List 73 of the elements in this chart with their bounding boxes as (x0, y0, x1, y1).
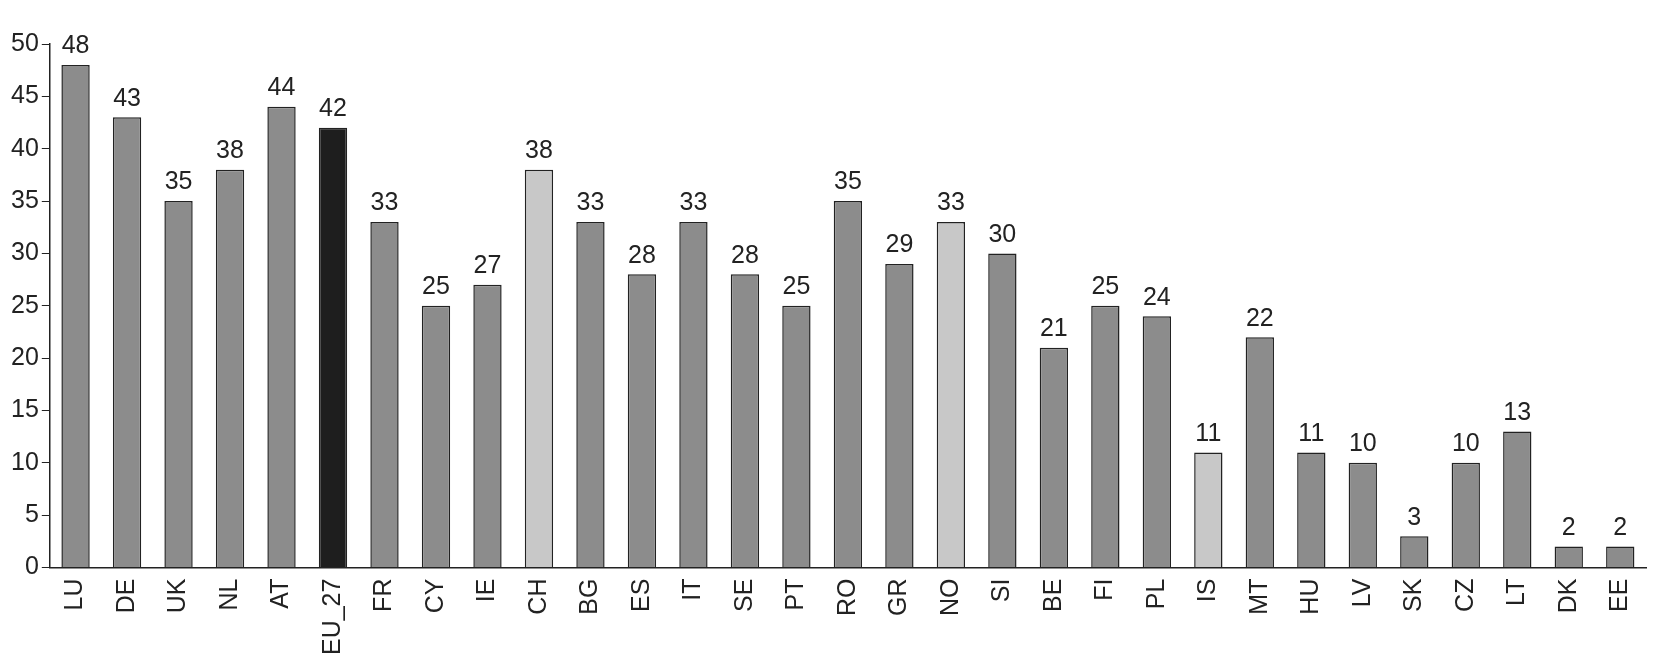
y-tick-label: 0 (24, 551, 39, 580)
data-label: 33 (576, 187, 605, 216)
data-label: 48 (61, 30, 90, 59)
x-tick-label: FR (368, 578, 397, 612)
data-label: 2 (1561, 512, 1576, 541)
data-label: 35 (164, 166, 193, 195)
x-tick-label: AT (265, 578, 294, 609)
y-tick-label: 45 (11, 80, 39, 109)
x-tick-label: PT (780, 578, 809, 611)
data-label: 11 (1195, 417, 1222, 446)
x-tick-label: DE (110, 578, 139, 614)
x-tick-label: BE (1037, 578, 1066, 612)
data-label: 24 (1142, 281, 1171, 310)
data-label: 2 (1613, 512, 1628, 541)
y-tick-label: 10 (11, 446, 39, 475)
data-label: 43 (113, 82, 141, 111)
x-tick-label: FI (1089, 578, 1118, 601)
y-tick-label: 25 (11, 289, 39, 318)
x-tick-label: MT (1243, 578, 1272, 615)
data-label: 35 (834, 166, 862, 195)
data-label: 11 (1298, 417, 1325, 446)
x-tick-label: LV (1346, 578, 1375, 608)
x-tick-label: DK (1552, 578, 1581, 614)
y-tick-label: 35 (11, 184, 39, 213)
x-tick-label: ES (625, 578, 654, 612)
x-tick-label: PL (1140, 578, 1169, 610)
data-label: 38 (216, 135, 244, 164)
data-label: 38 (525, 135, 553, 164)
data-label: 33 (370, 187, 399, 216)
data-label: 25 (1091, 271, 1120, 300)
x-tick-label: CH (522, 578, 551, 615)
y-tick-label: 5 (24, 499, 39, 528)
y-tick-label: 50 (11, 27, 39, 56)
data-label: 28 (628, 239, 656, 268)
x-tick-label: GR (883, 578, 912, 617)
x-tick-label: IT (677, 578, 706, 601)
data-label: 27 (473, 250, 502, 279)
data-label: 10 (1451, 428, 1480, 457)
data-label: 28 (731, 239, 759, 268)
data-label: 30 (988, 218, 1017, 247)
y-tick-label: 30 (11, 237, 39, 266)
x-tick-label: LU (59, 578, 88, 611)
x-tick-label: SI (986, 578, 1015, 603)
x-tick-label: NO (934, 578, 963, 617)
data-label: 25 (782, 271, 811, 300)
x-tick-label: EU_27 (316, 578, 345, 656)
x-tick-label: HU (1295, 578, 1324, 615)
x-tick-label: CY (419, 578, 448, 614)
x-tick-label: LT (1501, 578, 1530, 606)
data-label: 10 (1348, 428, 1377, 457)
x-tick-label: IE (471, 578, 500, 603)
x-tick-label: CZ (1449, 578, 1478, 612)
data-label: 3 (1407, 501, 1422, 530)
y-tick-label: 40 (11, 132, 39, 161)
x-tick-label: UK (162, 578, 191, 614)
data-label: 44 (267, 72, 296, 101)
data-label: 33 (679, 187, 708, 216)
data-label: 21 (1039, 313, 1068, 342)
data-label: 25 (422, 271, 450, 300)
data-label: 29 (885, 229, 914, 258)
y-tick-label: 15 (11, 394, 39, 423)
x-tick-label: EE (1604, 578, 1633, 612)
x-tick-label: SE (728, 578, 757, 612)
data-label: 33 (936, 187, 965, 216)
x-tick-label: BG (574, 578, 603, 615)
data-label: 42 (319, 93, 347, 122)
x-tick-label: NL (213, 578, 242, 611)
y-tick-label: 20 (11, 342, 39, 371)
x-tick-label: SK (1398, 578, 1427, 612)
data-label: 13 (1503, 396, 1532, 425)
x-tick-label: RO (831, 578, 860, 617)
x-tick-label: IS (1192, 578, 1221, 603)
data-label: 22 (1245, 302, 1274, 331)
